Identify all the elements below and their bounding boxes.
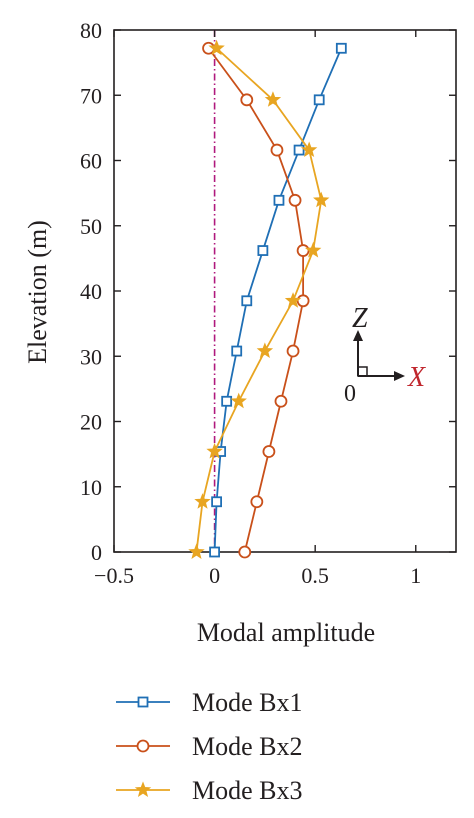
legend-label: Mode Bx1	[192, 688, 303, 717]
legend-item: Mode Bx1	[116, 688, 303, 717]
data-point	[188, 543, 205, 559]
data-point	[231, 345, 243, 357]
data-point	[206, 442, 223, 459]
series-mode-bx3	[188, 39, 330, 559]
data-point	[221, 395, 233, 407]
y-tick-label: 10	[80, 475, 102, 500]
data-point	[238, 545, 252, 559]
series-line	[213, 47, 343, 553]
x-tick-label: −0.5	[94, 563, 134, 588]
data-point	[286, 344, 300, 358]
data-point	[209, 546, 220, 558]
legend: Mode Bx1 Mode Bx2 Mode Bx3	[116, 688, 303, 805]
data-point	[257, 245, 269, 256]
data-point	[284, 292, 302, 308]
legend-item: Mode Bx3	[116, 776, 303, 805]
origin-square	[357, 366, 368, 377]
legend-marker	[136, 739, 150, 753]
data-point	[262, 445, 276, 458]
plot-area	[113, 29, 457, 553]
data-point	[256, 342, 274, 359]
x-tick-label: 0.5	[301, 563, 329, 588]
y-tick-label: 70	[80, 83, 102, 108]
data-point	[211, 496, 223, 508]
series-mode-bx1	[209, 42, 347, 558]
data-point	[208, 39, 225, 56]
data-point	[300, 141, 318, 158]
plot-frame	[113, 29, 457, 553]
y-tick-label: 20	[80, 410, 102, 435]
data-point	[240, 93, 254, 107]
data-point	[264, 91, 282, 107]
data-point	[304, 241, 322, 258]
x-axis-arrowhead	[394, 371, 405, 381]
data-point	[296, 294, 310, 308]
data-point	[270, 143, 284, 157]
data-point	[194, 493, 211, 509]
y-tick-label: 40	[80, 279, 102, 304]
z-axis-arrowhead	[353, 330, 363, 341]
y-tick-label: 60	[80, 149, 102, 174]
data-point	[241, 295, 253, 307]
x-tick-label: 1	[410, 563, 421, 588]
legend-marker	[134, 781, 152, 797]
legend-marker	[137, 696, 149, 708]
series-mode-bx2	[202, 41, 310, 559]
data-point	[296, 244, 310, 257]
y-tick-label: 30	[80, 344, 102, 369]
series-layer	[188, 39, 347, 559]
coordinate-axes-inset: Z X 0	[344, 303, 426, 407]
data-point	[335, 42, 347, 54]
x-tick-label: 0	[209, 563, 220, 588]
data-point	[313, 191, 330, 208]
data-point	[313, 94, 325, 106]
y-tick-label: 80	[80, 18, 102, 43]
origin-label: 0	[344, 381, 356, 407]
data-point	[293, 144, 305, 156]
x-axis-label: X	[407, 362, 426, 393]
y-axis-title: Elevation (m)	[23, 220, 52, 364]
y-tick-label: 50	[80, 214, 102, 239]
legend-label: Mode Bx3	[192, 776, 303, 805]
data-point	[273, 194, 285, 206]
legend-label: Mode Bx2	[192, 732, 303, 761]
data-point	[274, 394, 288, 408]
z-axis-label: Z	[352, 303, 368, 334]
x-axis-title: Modal amplitude	[197, 618, 375, 647]
legend-item: Mode Bx2	[116, 732, 303, 761]
data-point	[230, 392, 247, 409]
data-point	[288, 193, 302, 207]
y-tick-label: 0	[91, 540, 102, 565]
data-point	[250, 495, 264, 509]
